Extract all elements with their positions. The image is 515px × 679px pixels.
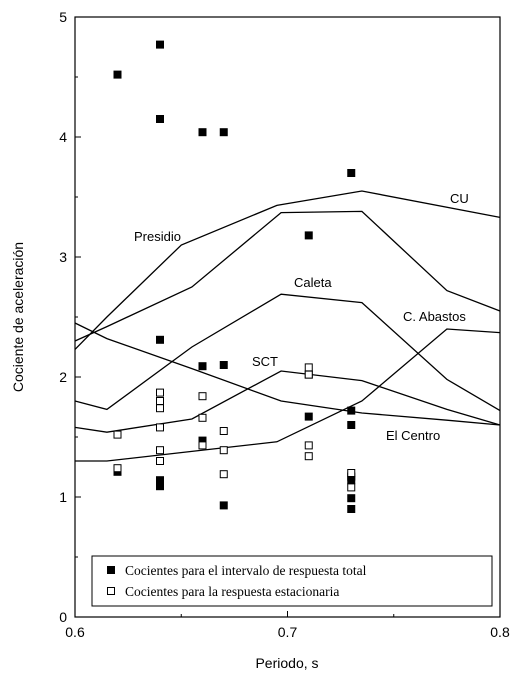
point-total-response xyxy=(198,128,207,137)
point-total-response xyxy=(156,482,164,491)
point-stationary-response xyxy=(156,397,164,405)
y-axis-title: Cociente de aceleración xyxy=(10,242,26,392)
x-tick-label: 0.6 xyxy=(65,624,85,640)
point-total-response xyxy=(219,361,228,369)
point-stationary-response xyxy=(219,427,228,435)
y-tick-label: 0 xyxy=(59,609,67,625)
point-stationary-response xyxy=(347,469,356,477)
point-stationary-response xyxy=(219,446,228,455)
point-total-response xyxy=(347,476,356,485)
x-tick-label: 0.8 xyxy=(490,624,510,640)
ticks-layer: 0.6 0.7 0.8 0 1 2 3 4 5 xyxy=(59,9,510,640)
point-stationary-response xyxy=(219,470,228,479)
curve-label-sct: SCT xyxy=(252,354,278,369)
curve-sct xyxy=(74,370,501,433)
point-total-response xyxy=(347,505,356,513)
point-total-response xyxy=(347,406,356,415)
point-stationary-response xyxy=(304,363,313,372)
point-stationary-response xyxy=(198,392,207,401)
point-stationary-response xyxy=(113,430,122,439)
point-stationary-response xyxy=(156,404,164,413)
point-total-response xyxy=(113,70,122,79)
point-stationary-response xyxy=(304,370,313,379)
legend-open-square-icon xyxy=(107,587,115,595)
point-total-response xyxy=(156,40,164,49)
legend-label-total: Cocientes para el intervalo de respuesta… xyxy=(125,563,367,578)
curve-label-cu: CU xyxy=(450,191,469,206)
legend-label-stationary: Cocientes para la respuesta estacionaria xyxy=(125,584,339,599)
point-total-response xyxy=(198,436,207,445)
point-stationary-response xyxy=(304,452,313,461)
point-stationary-response xyxy=(198,441,207,450)
curve-c-abastos xyxy=(75,328,501,462)
point-total-response xyxy=(156,476,164,485)
curve-el-centro xyxy=(74,322,501,426)
point-total-response xyxy=(156,335,164,344)
point-stationary-response xyxy=(156,457,164,465)
legend: Cocientes para el intervalo de respuesta… xyxy=(91,555,493,607)
point-total-response xyxy=(198,362,207,371)
curve-cu xyxy=(74,190,501,350)
point-stationary-response xyxy=(304,441,313,450)
point-stationary-response xyxy=(156,423,164,432)
point-total-response xyxy=(347,169,356,177)
point-total-response xyxy=(156,115,164,123)
y-tick-label: 2 xyxy=(59,369,67,385)
curve-labels: CU Presidio Caleta C. Abastos SCT El Cen… xyxy=(134,191,469,443)
legend-filled-square-icon xyxy=(107,566,115,574)
y-tick-label: 5 xyxy=(59,9,67,25)
curve-label-presidio: Presidio xyxy=(134,229,181,244)
curve-label-c-abastos: C. Abastos xyxy=(403,309,466,324)
x-axis-title: Periodo, s xyxy=(255,655,318,671)
curve-label-caleta: Caleta xyxy=(294,275,332,290)
curve-label-el-centro: El Centro xyxy=(386,428,440,443)
point-total-response xyxy=(219,128,228,137)
curve-caleta xyxy=(74,293,501,412)
point-stationary-response xyxy=(156,388,164,397)
points-layer xyxy=(113,40,356,513)
x-tick-label: 0.7 xyxy=(278,624,298,640)
point-stationary-response xyxy=(198,413,207,422)
legend-box xyxy=(91,555,493,607)
y-tick-label: 1 xyxy=(59,489,67,505)
point-total-response xyxy=(347,421,356,429)
curve-presidio xyxy=(74,210,501,342)
point-stationary-response xyxy=(113,464,122,473)
point-stationary-response xyxy=(347,483,356,492)
y-tick-label: 3 xyxy=(59,249,67,265)
point-total-response xyxy=(219,501,228,510)
point-stationary-response xyxy=(156,446,164,455)
curves-layer xyxy=(74,190,501,462)
point-total-response xyxy=(304,412,313,421)
y-tick-label: 4 xyxy=(59,129,67,145)
point-total-response xyxy=(304,231,313,240)
point-total-response xyxy=(347,494,356,503)
